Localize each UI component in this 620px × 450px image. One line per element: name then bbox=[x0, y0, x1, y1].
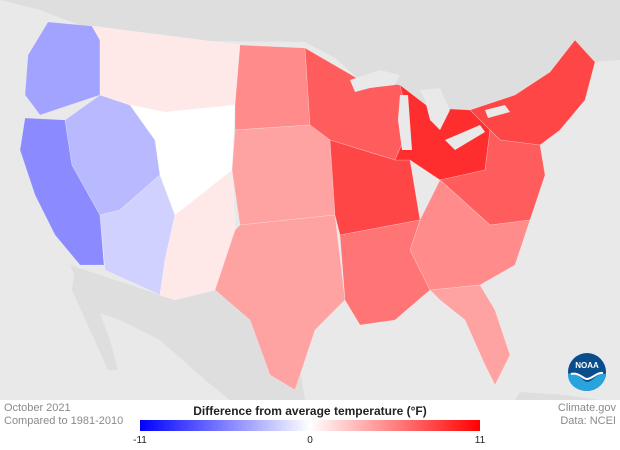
legend-max-label: 11 bbox=[474, 435, 486, 446]
svg-text:NOAA: NOAA bbox=[575, 361, 599, 370]
lake-huron bbox=[420, 88, 450, 130]
cuba-landmass bbox=[515, 392, 600, 400]
caption-baseline: Compared to 1981-2010 bbox=[4, 415, 124, 427]
caption-source: Climate.gov bbox=[557, 402, 616, 414]
temperature-map bbox=[0, 0, 620, 400]
caption-left: October 2021 Compared to 1981-2010 bbox=[4, 402, 123, 428]
region-gulf-coast bbox=[339, 219, 431, 326]
great-lakes-water bbox=[350, 70, 510, 150]
caption-date: October 2021 bbox=[4, 402, 71, 414]
canada-landmass bbox=[0, 0, 620, 110]
region-pacific-northwest bbox=[24, 21, 101, 116]
baja-landmass bbox=[72, 265, 118, 370]
region-florida bbox=[429, 284, 511, 386]
noaa-logo: NOAA bbox=[568, 353, 606, 391]
legend-color-bar bbox=[140, 420, 480, 431]
region-northern-plains bbox=[234, 44, 311, 131]
caption-data-credit: Data: NCEI bbox=[560, 415, 616, 427]
lake-erie bbox=[445, 125, 485, 150]
caption-right: Climate.gov Data: NCEI bbox=[558, 402, 616, 428]
map-area: NOAA bbox=[0, 0, 620, 400]
region-southern-plains bbox=[214, 214, 346, 391]
footer: October 2021 Compared to 1981-2010 Diffe… bbox=[0, 400, 620, 450]
lake-ontario bbox=[485, 105, 510, 118]
region-central-plains bbox=[231, 124, 336, 226]
lake-michigan bbox=[398, 95, 412, 150]
lake-superior bbox=[350, 70, 400, 92]
region-southern-rockies bbox=[159, 169, 236, 301]
legend-title: Difference from average temperature (°F) bbox=[193, 404, 427, 418]
legend-min-label: -11 bbox=[133, 435, 147, 446]
legend-mid-label: 0 bbox=[307, 435, 313, 446]
